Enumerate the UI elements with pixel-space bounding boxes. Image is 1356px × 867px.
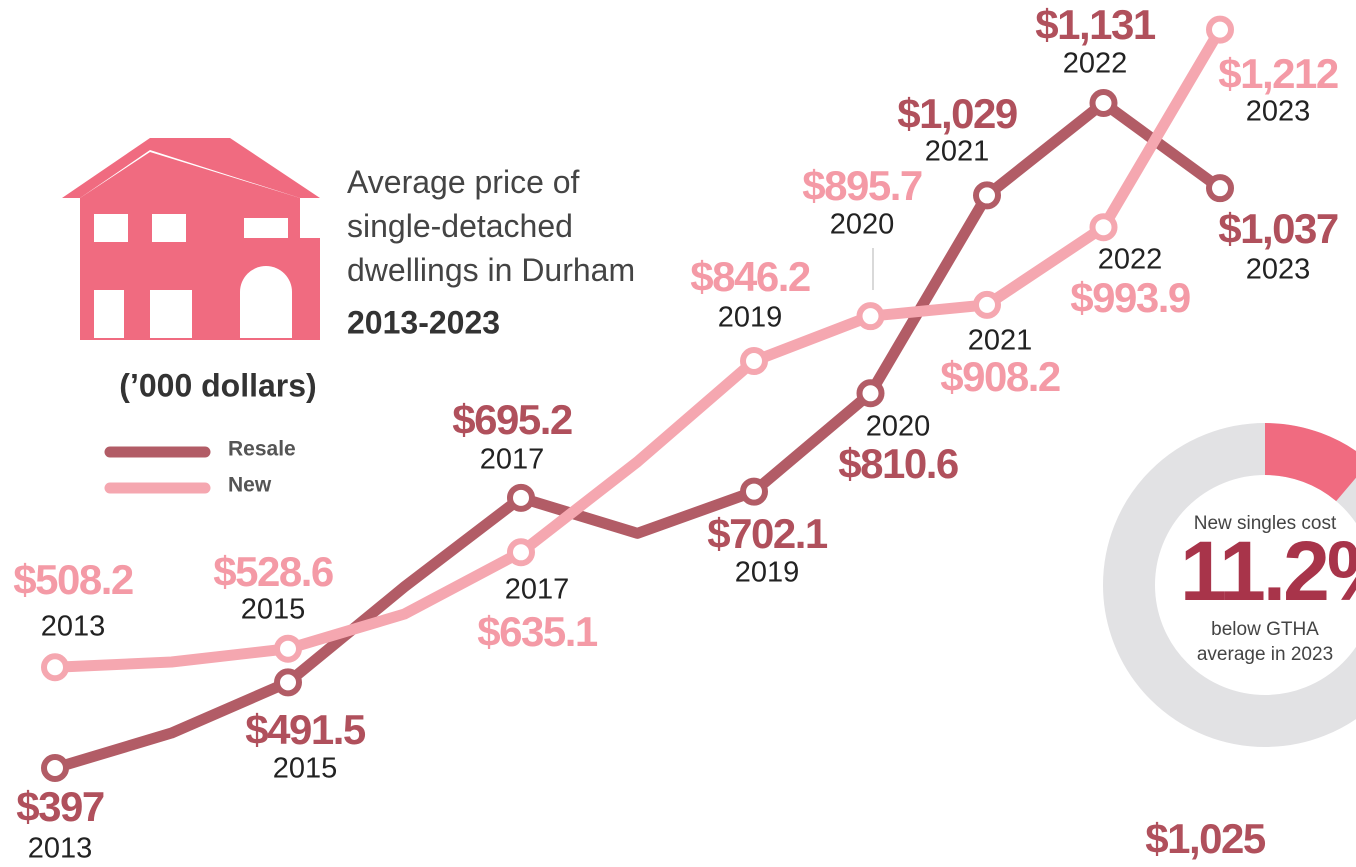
value-label: $528.6 xyxy=(213,548,333,595)
value-label: $702.1 xyxy=(707,510,828,557)
title-line: single-detached xyxy=(347,208,573,244)
year-label: 2020 xyxy=(866,411,931,443)
year-label: 2019 xyxy=(718,302,783,334)
donut-value: 11.2% xyxy=(1180,524,1356,618)
value-label: $1,037 xyxy=(1218,205,1338,252)
year-label: 2013 xyxy=(41,611,106,643)
year-label: 2023 xyxy=(1246,96,1311,128)
year-label: 2021 xyxy=(968,325,1033,357)
value-label: $508.2 xyxy=(13,556,133,603)
year-label: 2017 xyxy=(505,574,570,606)
unit-label: (’000 dollars) xyxy=(119,367,316,403)
point-marker xyxy=(973,181,1001,210)
value-label: $635.1 xyxy=(477,608,598,655)
point-marker xyxy=(1089,89,1118,117)
value-label: $810.6 xyxy=(838,440,958,487)
subtitle: 2013-2023 xyxy=(347,304,500,340)
year-label: 2015 xyxy=(273,753,338,785)
year-label: 2017 xyxy=(480,444,545,476)
year-label: 2013 xyxy=(28,833,93,865)
point-marker xyxy=(274,634,302,663)
value-label: $908.2 xyxy=(940,353,1060,400)
donut-title: New singles cost xyxy=(1194,513,1337,534)
point-marker xyxy=(274,668,302,697)
donut-subtitle: below GTHA xyxy=(1211,619,1319,640)
year-label: 2023 xyxy=(1246,254,1311,286)
point-marker xyxy=(1206,15,1234,44)
value-label: $397 xyxy=(16,783,104,830)
point-marker xyxy=(41,754,69,782)
value-label: $895.7 xyxy=(802,162,922,209)
point-marker xyxy=(856,379,885,408)
title-line: Average price of xyxy=(347,164,580,200)
title: Average price of single-detached dwellings… xyxy=(347,164,635,288)
value-label: $1,029 xyxy=(897,90,1017,137)
point-marker xyxy=(740,347,768,376)
point-marker xyxy=(740,477,768,506)
year-label: 2022 xyxy=(1063,48,1128,80)
annotation: $1,025 xyxy=(1145,815,1266,862)
point-marker xyxy=(973,290,1001,319)
house-icon xyxy=(62,138,320,340)
donut-segment xyxy=(1265,423,1356,502)
value-label: $846.2 xyxy=(690,253,810,300)
value-label: $1,131 xyxy=(1035,1,1156,48)
year-label: 2019 xyxy=(735,557,800,589)
point-marker xyxy=(41,653,69,682)
point-marker xyxy=(507,483,535,512)
year-label: 2022 xyxy=(1098,244,1163,276)
point-marker xyxy=(1206,174,1234,203)
title-line: dwellings in Durham xyxy=(347,252,635,288)
donut-subtitle: average in 2023 xyxy=(1197,644,1333,665)
legend-label: Resale xyxy=(228,438,296,461)
year-label: 2020 xyxy=(830,209,895,241)
point-marker xyxy=(1089,213,1118,242)
point-marker xyxy=(856,302,885,331)
value-label: $993.9 xyxy=(1070,274,1190,321)
value-label: $1,212 xyxy=(1218,50,1338,97)
value-label: $695.2 xyxy=(452,396,572,443)
point-marker xyxy=(507,538,535,567)
year-label: 2021 xyxy=(925,136,990,168)
series-line xyxy=(53,97,1224,774)
series-line xyxy=(54,26,1225,673)
year-label: 2015 xyxy=(241,594,306,626)
value-label: $491.5 xyxy=(245,706,366,753)
legend-label: New xyxy=(228,474,272,497)
